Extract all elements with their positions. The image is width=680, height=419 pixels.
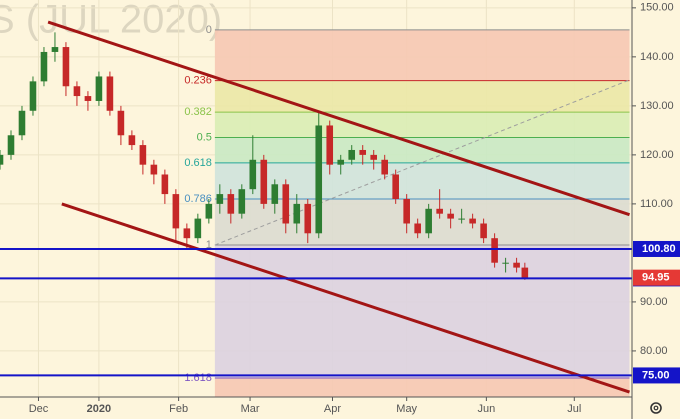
candle-body [238, 189, 246, 214]
x-tick-label: Mar [241, 403, 260, 415]
candle-body [315, 125, 323, 234]
candle-body [139, 145, 147, 165]
level-label: 75.00 [642, 369, 670, 381]
chart-title: S (JUL 2020) [0, 0, 222, 42]
candle-body [249, 159, 257, 190]
fib-band [214, 245, 630, 379]
candle-body [62, 47, 70, 87]
fib-label: 0.618 [184, 157, 212, 169]
candle-body [348, 149, 356, 160]
candle-body [172, 194, 180, 229]
candle-body [381, 159, 388, 175]
candle-body [227, 194, 235, 214]
candle-body [521, 267, 529, 278]
y-tick-label: 90.00 [640, 296, 668, 308]
candle-body [95, 76, 103, 101]
candle-body [40, 51, 48, 82]
candle-body [161, 174, 169, 195]
fib-band [214, 199, 630, 246]
plot-area: S (JUL 2020)0 0.236 0.382 0.5 0.618 0.786 1 1.6… [0, 0, 632, 397]
fib-label: 0.382 [184, 106, 212, 118]
candle-body [447, 213, 454, 219]
candle-body [0, 154, 4, 165]
x-tick-label: Jun [477, 403, 495, 415]
candle-body [392, 174, 399, 199]
candle-body [326, 125, 334, 165]
x-tick-label: 2020 [87, 403, 111, 415]
fib-label: 0.786 [184, 193, 212, 205]
candle-body [183, 228, 191, 239]
candle-body [480, 223, 487, 239]
fib-band [214, 378, 630, 397]
level-label-box [633, 240, 680, 257]
candle-body [18, 110, 26, 136]
candle-body [359, 149, 367, 155]
candle-body [205, 203, 213, 219]
candle-body [260, 159, 268, 204]
fib-label: 0.5 [197, 131, 212, 143]
candle-body [117, 110, 125, 136]
x-tick-label: May [396, 403, 417, 415]
dashed-trendline [214, 79, 630, 246]
y-tick-label: 120.00 [640, 149, 674, 161]
candle-body [491, 238, 498, 263]
y-tick-label: 140.00 [640, 51, 674, 63]
candle-body [282, 184, 290, 224]
candle-body [403, 198, 410, 224]
candle-body [194, 218, 202, 239]
fib-label: 1.618 [184, 372, 212, 384]
candle-body [7, 135, 15, 155]
candle-body [73, 86, 81, 97]
x-tick-label: Feb [169, 403, 188, 415]
candle-body [128, 135, 136, 146]
level-label: 100.80 [642, 243, 676, 255]
candle-body [150, 164, 158, 175]
candle-body [458, 218, 465, 220]
candle-body [293, 203, 301, 224]
settings-gear[interactable] [650, 402, 662, 414]
candle-body [271, 184, 279, 204]
x-tick-label: Apr [324, 403, 341, 415]
last-price-box [633, 269, 680, 286]
fib-band [214, 80, 630, 113]
y-tick-label: 130.00 [640, 100, 674, 112]
y-tick-label: 80.00 [640, 345, 668, 357]
x-tick-label: Jul [567, 403, 581, 415]
trendline [61, 202, 630, 394]
candle-body [337, 159, 345, 165]
y-tick-label: 150.00 [640, 2, 674, 14]
fib-band [214, 112, 630, 138]
x-tick-label: Dec [29, 403, 49, 415]
last-price-label: 94.95 [642, 272, 670, 284]
fib-label: 1 [206, 239, 212, 251]
candle-body [216, 194, 224, 204]
candle-body [469, 218, 476, 224]
candle-body [29, 81, 37, 111]
level-label-box [633, 367, 680, 384]
candle-body [51, 47, 59, 52]
candle-body [84, 96, 92, 101]
fib-band [214, 29, 630, 81]
candle-body [106, 76, 114, 111]
candle-body [502, 262, 509, 264]
trendline [47, 20, 630, 217]
fib-label: 0 [206, 24, 212, 36]
candle-body [414, 223, 421, 234]
y-tick-label: 110.00 [640, 198, 673, 210]
candle-body [370, 154, 378, 160]
fib-band [214, 137, 630, 163]
candle-body [304, 203, 312, 234]
candle-body [513, 262, 520, 268]
candle-body [436, 208, 443, 214]
candle-body [425, 208, 432, 234]
fib-label: 0.236 [184, 75, 212, 87]
